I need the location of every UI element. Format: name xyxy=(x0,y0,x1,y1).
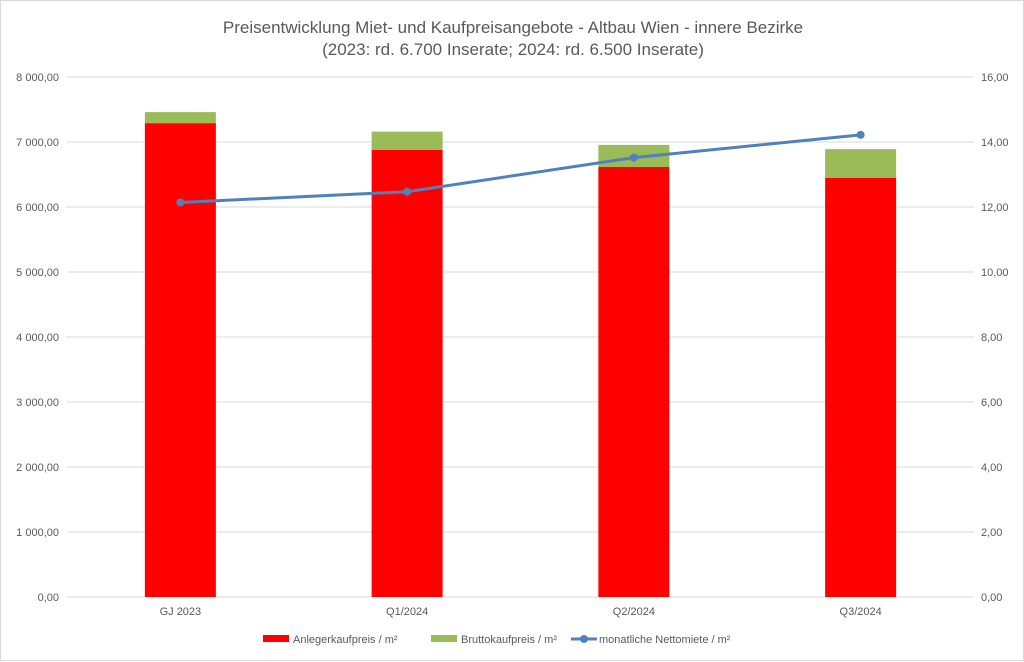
y2-tick-label: 2,00 xyxy=(981,527,1002,539)
x-tick-label: GJ 2023 xyxy=(160,606,202,618)
legend-marker-nettomiete xyxy=(580,635,588,643)
y2-tick-label: 0,00 xyxy=(981,592,1002,604)
y-tick-label: 3 000,00 xyxy=(16,397,59,409)
legend-swatch-brutto xyxy=(431,635,457,642)
y2-tick-label: 6,00 xyxy=(981,397,1002,409)
bar-bruttokaufpreis xyxy=(825,149,897,178)
x-tick-label: Q2/2024 xyxy=(613,606,655,618)
y-tick-label: 1 000,00 xyxy=(16,527,59,539)
y-tick-label: 7 000,00 xyxy=(16,137,59,149)
bar-anlegerkaufpreis xyxy=(371,149,443,598)
chart-title: Preisentwicklung Miet- und Kaufpreisange… xyxy=(222,18,804,37)
x-tick-label: Q3/2024 xyxy=(840,606,882,618)
legend-label: monatliche Nettomiete / m² xyxy=(599,634,731,646)
y-tick-label: 4 000,00 xyxy=(16,332,59,344)
y2-tick-label: 14,00 xyxy=(981,137,1009,149)
chart-subtitle: (2023: rd. 6.700 Inserate; 2024: rd. 6.5… xyxy=(322,40,704,59)
bar-bruttokaufpreis xyxy=(371,131,443,150)
y-tick-label: 2 000,00 xyxy=(16,462,59,474)
point-nettomiete xyxy=(176,198,185,207)
legend-swatch-anleger xyxy=(263,635,289,642)
bar-anlegerkaufpreis xyxy=(598,167,670,597)
y-tick-label: 8 000,00 xyxy=(16,72,59,84)
y-tick-label: 6 000,00 xyxy=(16,202,59,214)
point-nettomiete xyxy=(856,130,865,139)
y2-tick-label: 16,00 xyxy=(981,72,1009,84)
y2-tick-label: 10,00 xyxy=(981,267,1009,279)
legend-label: Anlegerkaufpreis / m² xyxy=(293,634,398,646)
point-nettomiete xyxy=(403,187,412,196)
bar-anlegerkaufpreis xyxy=(144,123,216,598)
y2-tick-label: 12,00 xyxy=(981,202,1009,214)
x-tick-label: Q1/2024 xyxy=(386,606,428,618)
y-tick-label: 0,00 xyxy=(38,592,59,604)
y2-tick-label: 4,00 xyxy=(981,462,1002,474)
legend-label: Bruttokaufpreis / m² xyxy=(461,634,557,646)
line-nettomiete xyxy=(180,133,861,204)
y-tick-label: 5 000,00 xyxy=(16,267,59,279)
y2-tick-label: 8,00 xyxy=(981,332,1002,344)
bar-anlegerkaufpreis xyxy=(825,177,897,597)
point-nettomiete xyxy=(629,153,638,162)
bar-bruttokaufpreis xyxy=(144,112,216,124)
